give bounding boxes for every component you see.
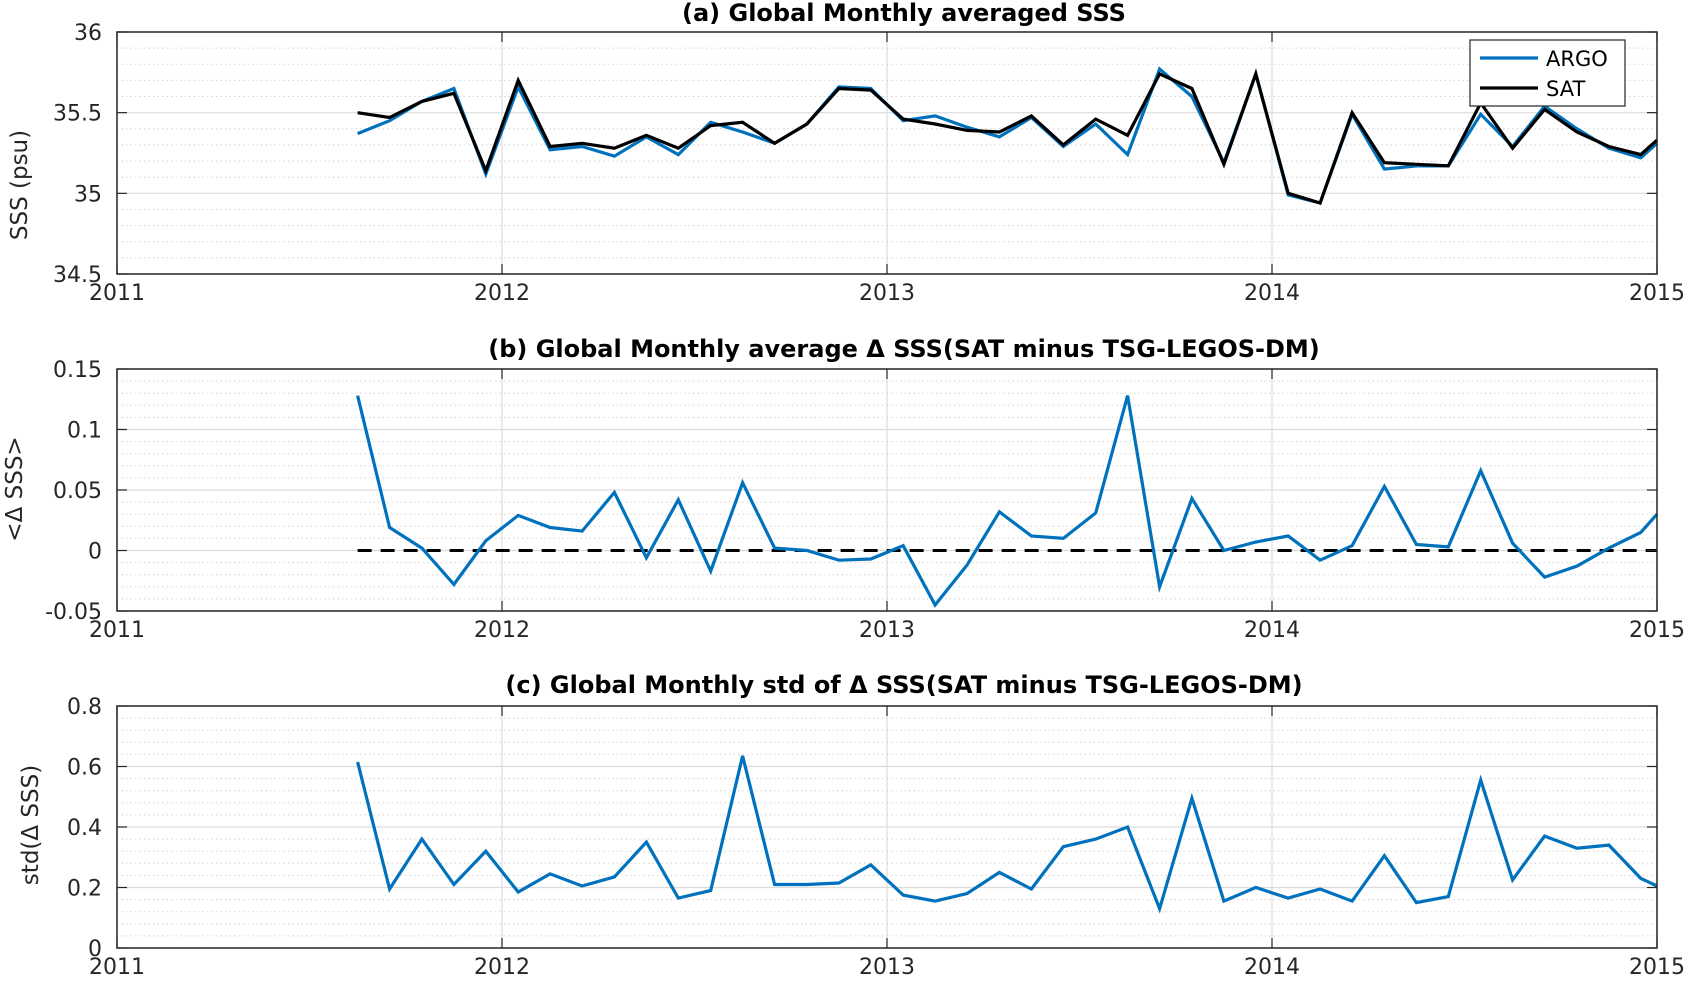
x-tick-label: 2014	[1244, 281, 1300, 306]
y-tick-label: 0.4	[67, 816, 102, 841]
x-tick-label: 2013	[859, 281, 915, 306]
x-tick-label: 2015	[1629, 281, 1685, 306]
x-tick-label: 2012	[474, 281, 530, 306]
y-axis-label: std(Δ SSS)	[18, 765, 44, 885]
chart-title: (c) Global Monthly std of Δ SSS(SAT minu…	[505, 671, 1302, 699]
legend-box	[1469, 39, 1626, 107]
legend: ARGO SAT	[1469, 39, 1626, 107]
y-tick-label: 35	[74, 182, 102, 207]
panel-b: (b) Global Monthly average Δ SSS(SAT min…	[2, 335, 1685, 643]
x-tick-label: 2014	[1244, 618, 1300, 643]
x-tick-label: 2015	[1629, 618, 1685, 643]
y-tick-label: 0.1	[67, 419, 102, 444]
legend-label: SAT	[1546, 77, 1585, 101]
x-tick-label: 2012	[474, 618, 530, 643]
y-tick-label: 0.8	[67, 695, 102, 720]
panel-a: (a) Global Monthly averaged SSS SSS (psu…	[7, 0, 1685, 306]
panel-c: (c) Global Monthly std of Δ SSS(SAT minu…	[18, 671, 1685, 980]
y-axis-label: <Δ SSS>	[2, 436, 28, 541]
x-tick-label: 2011	[89, 281, 145, 306]
y-tick-label: 0.2	[67, 877, 102, 902]
y-axis-label: SSS (psu)	[7, 130, 33, 240]
grid	[116, 368, 1658, 612]
y-tick-label: 35.5	[53, 102, 102, 127]
tick-labels: 34.5 35 35.5 36 2011 2012 2013 2014 2015	[53, 21, 1685, 306]
plot-area	[357, 66, 1659, 205]
y-tick-label: 0	[88, 540, 102, 565]
x-tick-label: 2012	[474, 955, 530, 980]
grid	[116, 705, 1658, 949]
y-tick-label: -0.05	[45, 600, 102, 625]
y-tick-label: 36	[74, 21, 102, 46]
x-tick-label: 2015	[1629, 955, 1685, 980]
x-tick-label: 2011	[89, 618, 145, 643]
grid	[116, 31, 1658, 275]
x-tick-label: 2013	[859, 618, 915, 643]
tick-labels: -0.05 0 0.05 0.1 0.15 2011 2012 2013 2014 2015	[45, 358, 1685, 643]
y-tick-label: 34.5	[53, 263, 102, 288]
series-line	[356, 755, 1658, 914]
x-tick-label: 2013	[859, 955, 915, 980]
plot-area	[356, 755, 1658, 914]
series-line	[356, 395, 1659, 608]
y-tick-label: 0	[88, 937, 102, 962]
x-tick-label: 2014	[1244, 955, 1300, 980]
legend-label: ARGO	[1546, 47, 1608, 71]
tick-labels: 0 0.2 0.4 0.6 0.8 2011 2012 2013 2014 2015	[67, 695, 1685, 980]
x-tick-label: 2011	[89, 955, 145, 980]
chart-title: (a) Global Monthly averaged SSS	[682, 0, 1126, 27]
series-line-sat	[357, 68, 1659, 205]
plot-area	[356, 395, 1659, 608]
chart-title: (b) Global Monthly average Δ SSS(SAT min…	[488, 335, 1320, 363]
y-tick-label: 0.6	[67, 756, 102, 781]
y-tick-label: 0.15	[53, 358, 102, 383]
y-tick-label: 0.05	[53, 479, 102, 504]
